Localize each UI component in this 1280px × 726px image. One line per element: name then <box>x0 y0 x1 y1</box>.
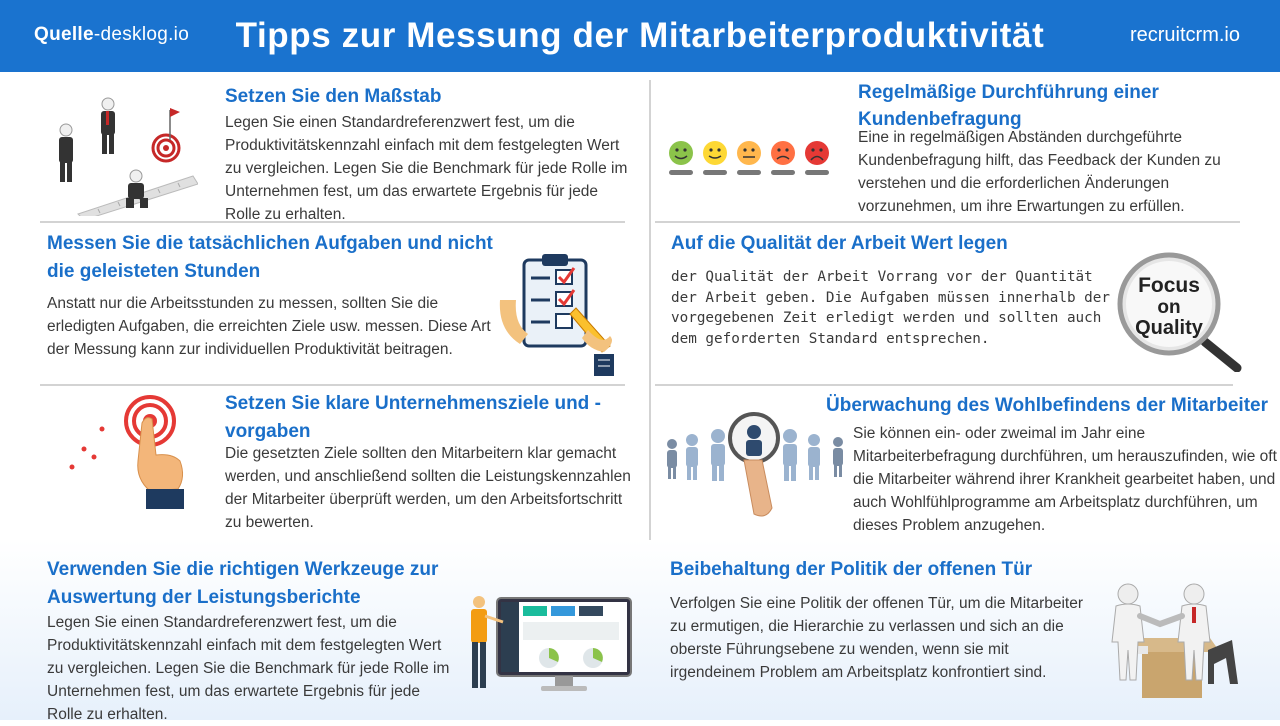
center-divider <box>649 80 651 540</box>
focus-on-quality-magnifier-icon: Focus on Quality <box>1113 250 1243 373</box>
section-customer-survey: Regelmäßige Durchführung einer Kundenbef… <box>858 79 1253 218</box>
divider-row-1-right <box>655 221 1240 223</box>
section-company-goals: Setzen Sie klare Unternehmensziele und -… <box>225 390 635 534</box>
section-benchmark: Setzen Sie den Maßstab Legen Sie einen S… <box>225 83 630 226</box>
lens-text-1: Focus <box>1138 274 1200 297</box>
section-text: Verfolgen Sie eine Politik der offenen T… <box>670 595 1083 681</box>
hand-target-icon <box>62 395 192 513</box>
background-gradient <box>0 540 1280 720</box>
section-text: Anstatt nur die Arbeitsstunden zu messen… <box>47 295 491 358</box>
section-heading: Beibehaltung der Politik der offenen Tür <box>670 559 1033 580</box>
source-label: Quelle-desklog.io <box>34 24 190 45</box>
section-open-door: Beibehaltung der Politik der offenen Tür… <box>670 556 1090 684</box>
section-heading: Auf die Qualität der Arbeit Wert legen <box>671 233 1008 254</box>
section-text: Eine in regelmäßigen Abständen durchgefü… <box>858 129 1221 215</box>
smiley-rating-icon <box>665 138 840 180</box>
lens-text-3: Quality <box>1135 317 1204 339</box>
section-text: Legen Sie einen Standardreferenzwert fes… <box>47 614 450 723</box>
section-text: der Qualität der Arbeit Vorrang vor der … <box>671 269 1110 347</box>
businessmen-target-icon <box>48 96 199 221</box>
dashboard-monitor-icon <box>463 592 635 696</box>
section-heading: Regelmäßige Durchführung einer Kundenbef… <box>858 82 1159 130</box>
page-title: Tipps zur Messung der Mitarbeiterprodukt… <box>235 16 1045 55</box>
handshake-desk-icon <box>1098 580 1246 708</box>
lens-text-2: on <box>1157 297 1180 318</box>
section-text: Legen Sie einen Standardreferenzwert fes… <box>225 114 628 223</box>
site-label: recruitcrm.io <box>1129 24 1240 46</box>
section-text: Sie können ein- oder zweimal im Jahr ein… <box>853 425 1277 534</box>
section-text: Die gesetzten Ziele sollten den Mitarbei… <box>225 445 631 531</box>
section-heading: Überwachung des Wohlbefindens der Mitarb… <box>826 395 1268 416</box>
section-tasks-not-hours: Messen Sie die tatsächlichen Aufgaben un… <box>47 230 502 361</box>
section-heading: Verwenden Sie die richtigen Werkzeuge zu… <box>47 559 439 608</box>
section-heading: Setzen Sie klare Unternehmensziele und -… <box>225 393 601 442</box>
section-quality: Auf die Qualität der Arbeit Wert legen d… <box>671 230 1111 349</box>
divider-row-1-left <box>40 221 625 223</box>
people-magnifier-icon <box>662 410 852 522</box>
section-wellbeing: Überwachung des Wohlbefindens der Mitarb… <box>826 392 1280 537</box>
divider-row-2-right <box>655 384 1233 386</box>
divider-row-2-left <box>40 384 625 386</box>
checklist-clipboard-icon <box>498 250 623 378</box>
section-right-tools: Verwenden Sie die richtigen Werkzeuge zu… <box>47 556 457 726</box>
section-heading: Messen Sie die tatsächlichen Aufgaben un… <box>47 233 493 282</box>
section-heading: Setzen Sie den Maßstab <box>225 86 442 107</box>
header-bar: Quelle-desklog.io Tipps zur Messung der … <box>0 0 1280 72</box>
